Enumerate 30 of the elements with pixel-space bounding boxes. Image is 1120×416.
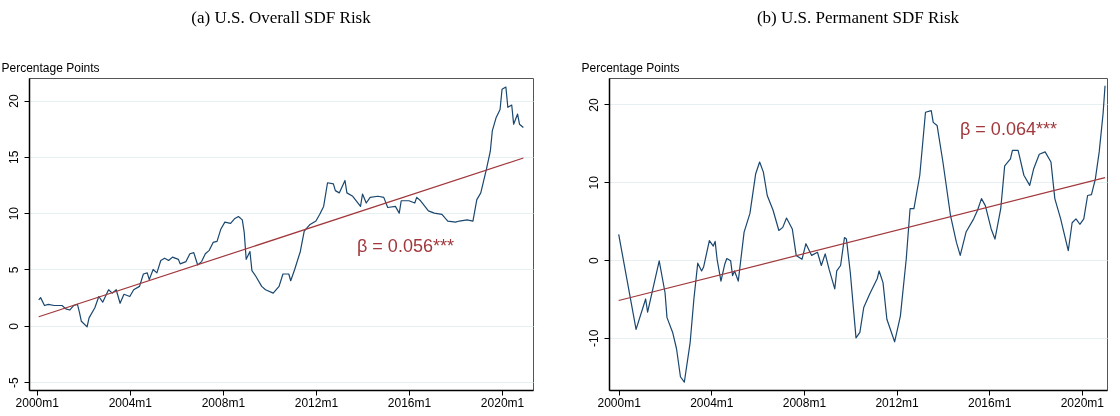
x-tick-label: 2004m1 <box>108 395 153 410</box>
x-tick-label: 2012m1 <box>294 395 339 410</box>
y-tick-label: 0 <box>6 322 21 330</box>
x-tick-label: 2012m1 <box>875 395 920 410</box>
y-tick-label: 0 <box>586 256 601 264</box>
chart-title: (b) U.S. Permanent SDF Risk <box>756 8 960 27</box>
x-tick-label: 2000m1 <box>15 395 60 410</box>
x-tick-label: 2020m1 <box>1060 395 1105 410</box>
line-series <box>618 85 1106 383</box>
y-tick-label: 20 <box>6 94 21 108</box>
x-tick-label: 2008m1 <box>201 395 246 410</box>
y-tick-label: 5 <box>6 266 21 274</box>
y-tick-label: -5 <box>6 376 21 388</box>
x-tick-label: 2020m1 <box>480 395 525 410</box>
x-tick-label: 2004m1 <box>690 395 734 410</box>
x-tick-label: 2016m1 <box>968 395 1012 410</box>
x-tick-label: 2016m1 <box>387 395 432 410</box>
x-tick-label: 2000m1 <box>597 395 642 410</box>
y-axis-title: Percentage Points <box>1 60 100 75</box>
annotation: β = 0.056*** <box>357 236 454 256</box>
y-tick-label: 10 <box>6 206 21 221</box>
x-tick-label: 2008m1 <box>782 395 827 410</box>
y-tick-label: 10 <box>586 175 601 190</box>
y-tick-label: 20 <box>586 97 601 112</box>
line-series <box>38 86 524 328</box>
y-axis-title: Percentage Points <box>581 60 680 75</box>
y-tick-label: 15 <box>6 150 21 165</box>
annotation: β = 0.064*** <box>960 119 1057 139</box>
y-tick-label: -10 <box>586 329 601 348</box>
chart-title: (a) U.S. Overall SDF Risk <box>191 8 372 27</box>
